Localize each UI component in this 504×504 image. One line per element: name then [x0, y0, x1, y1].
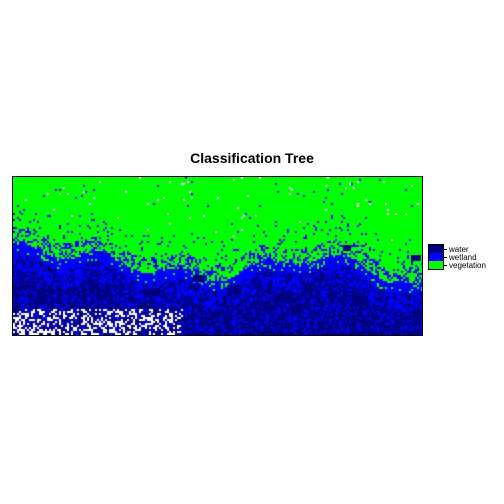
legend-tick: [444, 265, 447, 266]
legend-label-water: water: [449, 245, 469, 254]
classification-raster: [12, 176, 423, 336]
legend-swatch-wetland: [429, 253, 443, 261]
legend-tick: [444, 249, 447, 250]
legend-swatch-vegetation: [429, 261, 443, 269]
legend-swatch-water: [429, 245, 443, 253]
legend-label-wetland: wetland: [449, 253, 477, 262]
raster-canvas: [13, 177, 422, 335]
legend-label-vegetation: vegetation: [449, 261, 486, 270]
legend-color-bar: [428, 244, 444, 270]
map-title: Classification Tree: [190, 150, 314, 166]
legend-tick: [444, 257, 447, 258]
